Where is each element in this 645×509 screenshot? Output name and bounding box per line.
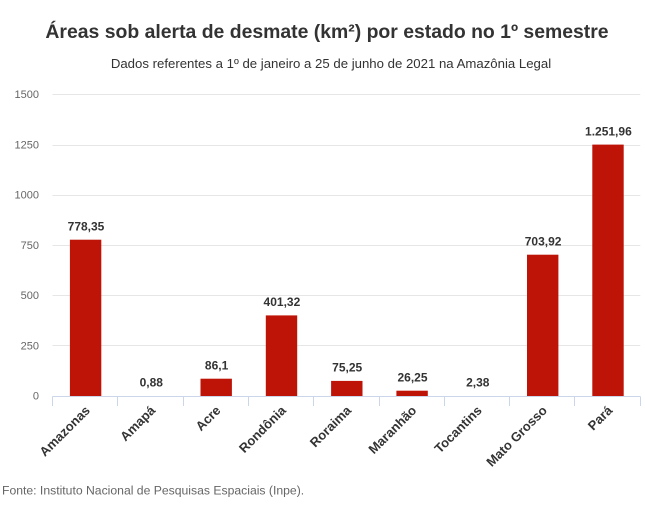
svg-text:86,1: 86,1 (205, 359, 229, 373)
svg-text:Dados referentes a 1º de janei: Dados referentes a 1º de janeiro a 25 de… (111, 56, 551, 71)
svg-text:0: 0 (33, 391, 39, 403)
svg-text:1500: 1500 (15, 89, 39, 101)
svg-text:75,25: 75,25 (332, 361, 362, 375)
svg-text:1250: 1250 (15, 140, 39, 152)
svg-text:401,32: 401,32 (264, 295, 301, 309)
svg-text:703,92: 703,92 (525, 235, 562, 249)
svg-text:1000: 1000 (15, 190, 39, 202)
svg-text:500: 500 (21, 290, 39, 302)
svg-text:Áreas sob alerta de desmate (k: Áreas sob alerta de desmate (km²) por es… (45, 20, 608, 43)
svg-text:750: 750 (21, 240, 39, 252)
svg-text:778,35: 778,35 (68, 220, 105, 234)
svg-text:1.251,96: 1.251,96 (585, 124, 632, 138)
svg-text:0,88: 0,88 (140, 376, 164, 390)
svg-text:26,25: 26,25 (397, 371, 427, 385)
svg-text:250: 250 (21, 340, 39, 352)
svg-text:2,38: 2,38 (466, 375, 490, 389)
svg-text:Fonte: Instituto Nacional de P: Fonte: Instituto Nacional de Pesquisas E… (2, 483, 304, 497)
